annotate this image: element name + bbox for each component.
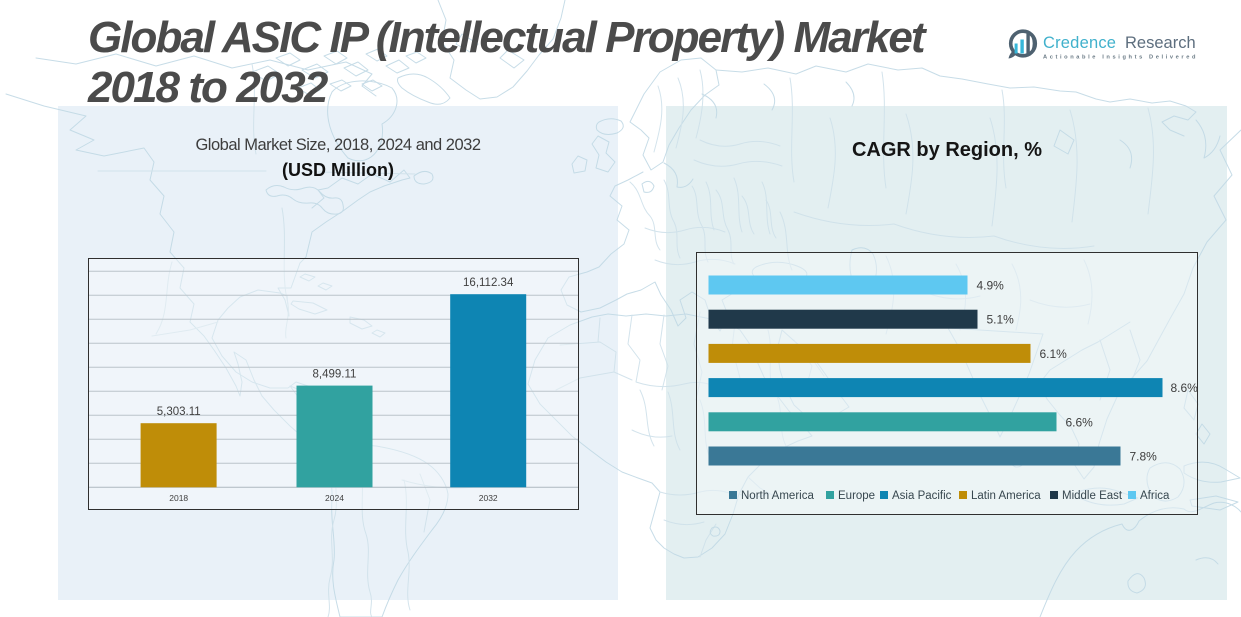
svg-text:2032: 2032 bbox=[479, 493, 498, 503]
svg-text:7.8%: 7.8% bbox=[1130, 450, 1158, 464]
svg-text:8.6%: 8.6% bbox=[1171, 381, 1199, 395]
svg-text:Latin America: Latin America bbox=[971, 490, 1041, 502]
svg-text:Actionable Insights Delivered: Actionable Insights Delivered bbox=[1043, 55, 1198, 61]
svg-text:Africa: Africa bbox=[1140, 490, 1170, 502]
svg-text:Europe: Europe bbox=[838, 490, 875, 502]
svg-text:8,499.11: 8,499.11 bbox=[313, 369, 357, 381]
svg-text:2018: 2018 bbox=[169, 493, 188, 503]
svg-text:4.9%: 4.9% bbox=[977, 279, 1005, 293]
svg-text:2024: 2024 bbox=[325, 493, 344, 503]
svg-text:Credence: Credence bbox=[1043, 34, 1116, 52]
svg-text:Research: Research bbox=[1125, 34, 1196, 52]
svg-text:Asia Pacific: Asia Pacific bbox=[892, 490, 952, 502]
svg-text:North America: North America bbox=[741, 490, 814, 502]
svg-text:5.1%: 5.1% bbox=[987, 313, 1015, 327]
svg-text:6.1%: 6.1% bbox=[1040, 347, 1068, 361]
svg-text:5,303.11: 5,303.11 bbox=[157, 406, 201, 418]
svg-text:Middle East: Middle East bbox=[1062, 490, 1123, 502]
svg-text:16,112.34: 16,112.34 bbox=[463, 277, 514, 289]
svg-text:6.6%: 6.6% bbox=[1066, 415, 1094, 429]
